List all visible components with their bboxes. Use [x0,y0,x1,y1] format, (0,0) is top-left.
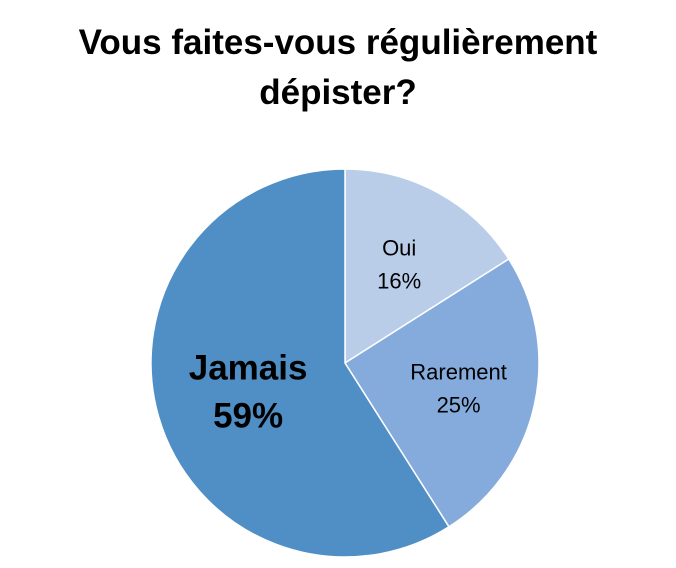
chart-title-line-1: Vous faites-vous régulièrement [78,23,598,62]
slice-value-jamais: 59% [213,396,283,435]
pie-slice-rarement [343,258,540,528]
pie-slice-oui [344,168,510,365]
slice-value-oui: 16% [377,269,421,294]
chart-title-line-2: dépister? [259,73,417,112]
pie-slice-jamais [150,168,450,558]
slice-label-rarement: Rarement [410,360,507,385]
slice-label-oui: Oui [382,236,416,261]
chart-title: Vous faites-vous régulièrement dépister? [0,18,676,118]
slice-label-jamais: Jamais [189,348,308,387]
slice-value-rarement: 25% [437,393,481,418]
